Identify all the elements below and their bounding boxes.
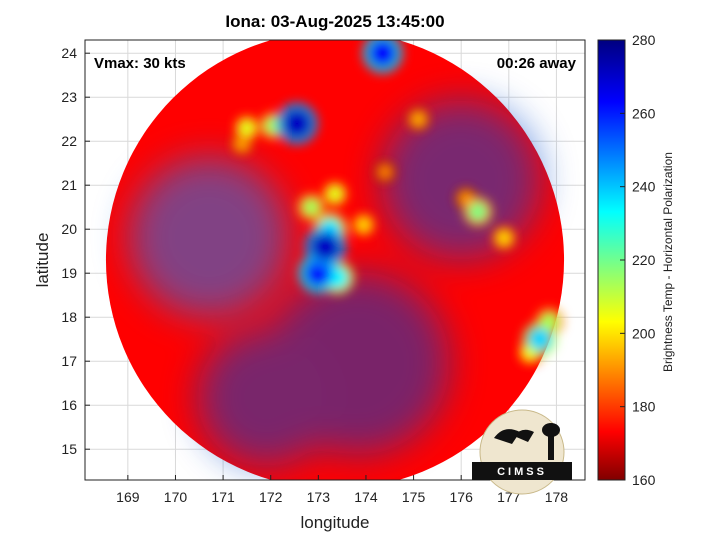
logo-banner bbox=[472, 462, 572, 480]
y-tick-label: 22 bbox=[61, 133, 77, 149]
plot-area: 169 170 171 172 173 174 175 176 177 1781516171819… bbox=[61, 39, 586, 505]
cimss-logo: CIMSS bbox=[472, 409, 572, 495]
x-tick-label: 174 bbox=[354, 489, 378, 505]
colorbar-tick-label: 240 bbox=[632, 179, 656, 195]
chart-title: Iona: 03-Aug-2025 13:45:00 bbox=[225, 12, 444, 31]
logo-tank-icon bbox=[542, 423, 560, 437]
x-tick-label: 172 bbox=[259, 489, 283, 505]
time-away-annotation: 00:26 away bbox=[497, 55, 577, 72]
colorbar: 160 180 200 220 240 260 280 Brightness Temp - … bbox=[597, 32, 675, 488]
logo-dish-icon bbox=[494, 429, 534, 444]
x-tick-label: 170 bbox=[164, 489, 188, 505]
y-tick-label: 17 bbox=[61, 353, 77, 369]
feature-core bbox=[410, 111, 426, 127]
x-tick-label: 173 bbox=[307, 489, 331, 505]
x-axis-label: longitude bbox=[300, 513, 369, 532]
y-tick-label: 15 bbox=[61, 441, 77, 457]
x-tick-label: 178 bbox=[545, 489, 569, 505]
x-tick-label: 175 bbox=[402, 489, 426, 505]
colorbar-tick-label: 260 bbox=[632, 105, 656, 121]
x-tick-label: 176 bbox=[450, 489, 474, 505]
colorbar-tick-label: 180 bbox=[632, 399, 656, 415]
colorbar-tick-label: 280 bbox=[632, 32, 656, 48]
feature-core bbox=[377, 164, 393, 180]
y-tick-label: 21 bbox=[61, 177, 77, 193]
feature-core bbox=[528, 328, 551, 351]
y-tick-label: 19 bbox=[61, 265, 77, 281]
y-tick-label: 16 bbox=[61, 397, 77, 413]
colorbar-tick-label: 160 bbox=[632, 472, 656, 488]
feature-core bbox=[369, 40, 396, 67]
swath-shade-band bbox=[128, 156, 290, 318]
axis-ticks: 169 170 171 172 173 174 175 176 177 1781516171819… bbox=[61, 45, 568, 505]
logo-text: CIMSS bbox=[497, 466, 547, 478]
feature-core bbox=[302, 198, 321, 217]
convective-features bbox=[229, 40, 564, 366]
colorbar-tick-label: 200 bbox=[632, 325, 656, 341]
feature-core bbox=[283, 110, 311, 137]
x-tick-label: 169 bbox=[116, 489, 140, 505]
vmax-annotation: Vmax: 30 kts bbox=[94, 55, 186, 72]
feature-core bbox=[312, 233, 339, 261]
feature-core bbox=[468, 202, 488, 222]
colorbar-label: Brightness Temp - Horizontal Polarizatio… bbox=[661, 152, 675, 372]
y-tick-label: 18 bbox=[61, 309, 77, 325]
y-tick-label: 23 bbox=[61, 89, 77, 105]
x-tick-label: 171 bbox=[211, 489, 235, 505]
y-tick-label: 20 bbox=[61, 221, 77, 237]
feature-core bbox=[238, 119, 256, 137]
swath-shade-band bbox=[197, 328, 335, 467]
colorbar-tick-label: 220 bbox=[632, 252, 656, 268]
feature-core bbox=[355, 216, 372, 233]
swath-shade-band bbox=[380, 99, 542, 261]
y-tick-label: 24 bbox=[61, 45, 77, 61]
feature-core bbox=[326, 185, 344, 203]
plot-frame bbox=[84, 39, 586, 481]
feature-core bbox=[496, 230, 513, 246]
logo-tower-icon bbox=[548, 430, 554, 460]
colorbar-ticks: 160 180 200 220 240 260 280 bbox=[620, 32, 656, 488]
y-axis-label: latitude bbox=[33, 233, 52, 288]
swath-shading bbox=[128, 99, 542, 467]
